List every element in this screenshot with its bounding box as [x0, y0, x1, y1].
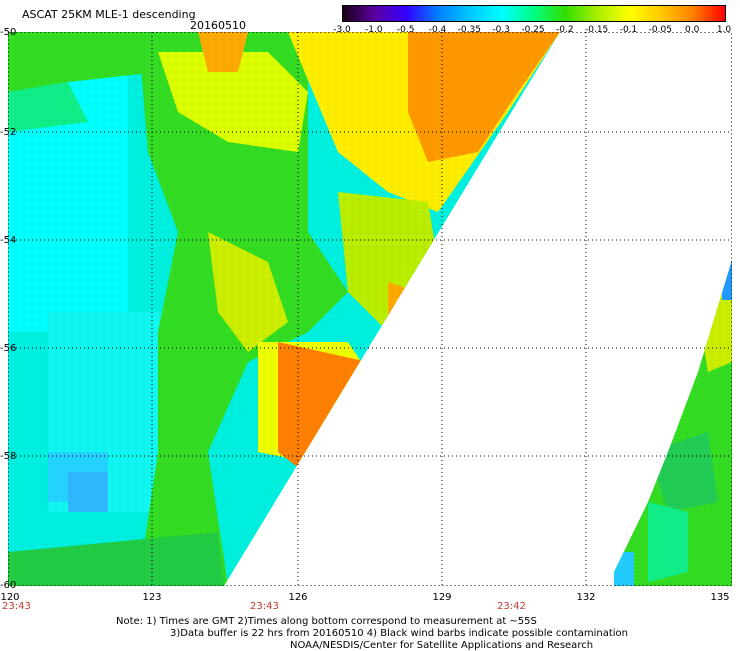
colorbar-tick-label: -0.15 [585, 25, 609, 35]
colorbar-tick-label: -0.35 [457, 25, 481, 35]
colorbar [342, 5, 726, 22]
lat-label: -56 [0, 343, 17, 354]
map-title: ASCAT 25KM MLE-1 descending [22, 8, 196, 21]
map-date: 20160510 [190, 19, 246, 32]
colorbar-tick-label: -0.05 [648, 25, 672, 35]
lon-label: 132 [576, 592, 596, 603]
colorbar-tick-label: -0.4 [428, 25, 447, 35]
time-label: 23:42 [497, 601, 526, 612]
colorbar-tick-label: 0.0 [684, 25, 700, 35]
colorbar-tick-label: 1.0 [716, 25, 732, 35]
lat-label: -50 [0, 27, 17, 38]
swath-map [8, 32, 732, 586]
colorbar-tick-label: -3.0 [333, 25, 351, 35]
colorbar-tick-label: -0.1 [619, 25, 638, 35]
time-label: 23:43 [2, 601, 31, 612]
graticule [8, 32, 732, 586]
lon-label: 120 [0, 592, 20, 603]
map-plot [8, 32, 732, 586]
time-label: 23:43 [250, 601, 279, 612]
lat-label: -58 [0, 451, 17, 462]
colorbar-tick-label: -1.0 [365, 25, 383, 35]
lat-label: -60 [0, 580, 17, 591]
lon-label: 135 [710, 592, 730, 603]
colorbar-tick-label: -0.25 [521, 25, 545, 35]
note-line-2: 3)Data buffer is 22 hrs from 20160510 4)… [170, 628, 628, 639]
colorbar-tick-label: -0.5 [396, 25, 415, 35]
note-line-1: Note: 1) Times are GMT 2)Times along bot… [116, 616, 537, 627]
lon-label: 123 [142, 592, 162, 603]
lat-label: -52 [0, 127, 17, 138]
lat-label: -54 [0, 235, 17, 246]
lon-label: 126 [288, 592, 308, 603]
lon-label: 129 [432, 592, 452, 603]
left-swath [8, 32, 560, 586]
note-line-3: NOAA/NESDIS/Center for Satellite Applica… [290, 640, 594, 651]
colorbar-tick-label: -0.3 [492, 25, 510, 35]
colorbar-tick-label: -0.2 [556, 25, 574, 35]
right-swath [614, 260, 732, 586]
